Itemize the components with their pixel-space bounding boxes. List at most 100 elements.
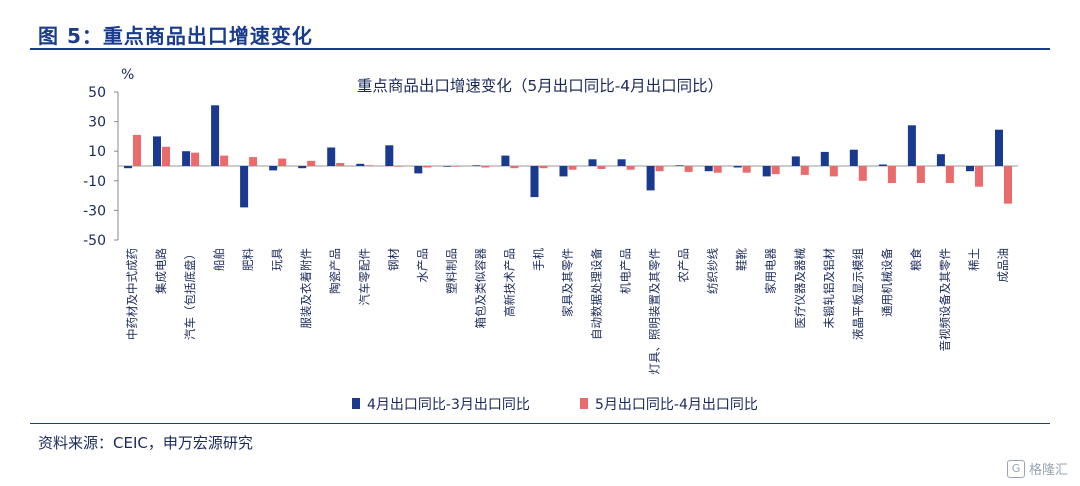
bar-apr-vs-mar-14 — [530, 166, 539, 198]
x-tick-label: 成品油 — [996, 248, 1010, 283]
bar-may-vs-apr-8 — [365, 165, 374, 166]
bar-may-vs-apr-25 — [858, 166, 867, 181]
bar-may-vs-apr-5 — [278, 158, 287, 166]
x-tick-label: 塑料制品 — [444, 248, 458, 294]
watermark-text: 格隆汇 — [1028, 463, 1068, 478]
x-tick-label: 液晶平板显示模组 — [851, 248, 865, 340]
x-tick-label: 家用电器 — [764, 248, 778, 294]
bar-may-vs-apr-1 — [162, 146, 170, 166]
x-tick-label: 肥料 — [241, 248, 255, 271]
bar-may-vs-apr-26 — [887, 166, 896, 183]
bar-may-vs-apr-14 — [539, 166, 548, 169]
watermark: G 格隆汇 — [1006, 459, 1068, 478]
bar-apr-vs-mar-20 — [704, 166, 713, 172]
x-tick-label: 水产品 — [415, 248, 429, 283]
bar-may-vs-apr-29 — [975, 166, 983, 187]
bar-may-vs-apr-15 — [568, 166, 577, 170]
bar-may-vs-apr-2 — [191, 152, 200, 166]
bar-apr-vs-mar-13 — [501, 155, 510, 166]
bar-apr-vs-mar-8 — [356, 163, 365, 166]
x-tick-label: 音视频设备及其零件 — [938, 248, 952, 352]
bar-may-vs-apr-19 — [684, 166, 693, 172]
y-tick-label: 10 — [88, 144, 106, 160]
y-tick-label: -50 — [83, 233, 106, 249]
bar-may-vs-apr-28 — [945, 166, 954, 183]
bar-apr-vs-mar-9 — [385, 145, 394, 166]
legend-label-0: 4月出口同比-3月出口同比 — [367, 397, 530, 413]
bar-may-vs-apr-22 — [771, 166, 780, 175]
y-tick-label: 30 — [88, 115, 106, 131]
bar-may-vs-apr-21 — [742, 166, 751, 173]
bar-apr-vs-mar-4 — [240, 166, 249, 208]
legend-swatch-1 — [580, 398, 588, 409]
figure-title: 图 5：重点商品出口增速变化 — [38, 24, 313, 48]
bar-apr-vs-mar-29 — [966, 166, 974, 172]
bar-apr-vs-mar-1 — [153, 136, 161, 166]
y-tick-label: -10 — [83, 174, 106, 190]
legend: 4月出口同比-3月出口同比 5月出口同比-4月出口同比 — [352, 397, 758, 413]
bar-apr-vs-mar-27 — [907, 125, 916, 166]
x-tick-label: 通用机械设备 — [880, 248, 894, 317]
bar-may-vs-apr-10 — [423, 166, 432, 168]
bar-apr-vs-mar-30 — [995, 129, 1003, 166]
bar-apr-vs-mar-2 — [182, 151, 191, 166]
bar-apr-vs-mar-17 — [617, 159, 626, 166]
bar-apr-vs-mar-19 — [675, 165, 684, 166]
bar-apr-vs-mar-0 — [124, 166, 132, 169]
bars — [124, 105, 1012, 208]
x-tick-label: 鞋靴 — [735, 248, 749, 271]
x-tick-label: 服装及衣着附件 — [299, 248, 313, 329]
bar-apr-vs-mar-11 — [443, 166, 452, 167]
x-tick-labels: 中药材及中式成药 集成电路 汽车（包括底盘） 船舶 肥料 玩具 服装及衣着附件 陶瓷产品 汽车零… — [125, 248, 1010, 375]
bar-apr-vs-mar-3 — [211, 105, 220, 166]
x-tick-label: 船舶 — [212, 248, 226, 271]
bar-apr-vs-mar-22 — [762, 166, 771, 177]
bar-apr-vs-mar-5 — [269, 166, 278, 171]
legend-label-1: 5月出口同比-4月出口同比 — [595, 397, 758, 413]
x-tick-label: 农产品 — [677, 248, 691, 283]
x-tick-label: 陶瓷产品 — [328, 248, 342, 294]
x-tick-label: 机电产品 — [619, 248, 633, 294]
source-note: 资料来源：CEIC，申万宏源研究 — [38, 434, 253, 452]
x-tick-label: 未锻轧铝及铝材 — [822, 248, 836, 329]
watermark-logo-icon: G — [1006, 459, 1025, 478]
bar-apr-vs-mar-28 — [936, 154, 945, 166]
bar-apr-vs-mar-16 — [588, 159, 597, 166]
bar-may-vs-apr-9 — [394, 166, 403, 167]
y-tick-label: 50 — [88, 85, 106, 101]
x-tick-label: 稀土 — [967, 248, 981, 271]
x-tick-label: 自动数据处理设备 — [590, 248, 604, 340]
bar-apr-vs-mar-26 — [878, 164, 887, 166]
bar-may-vs-apr-23 — [800, 166, 809, 175]
bar-apr-vs-mar-12 — [472, 165, 481, 166]
title-rule — [30, 48, 1050, 50]
bar-may-vs-apr-20 — [713, 166, 722, 173]
bar-apr-vs-mar-25 — [849, 149, 858, 166]
y-axis-label: % — [121, 67, 134, 83]
x-tick-label: 汽车（包括底盘） — [183, 248, 197, 340]
x-tick-label: 玩具 — [270, 248, 284, 271]
x-tick-label: 集成电路 — [154, 248, 168, 294]
x-tick-label: 箱包及类似容器 — [473, 248, 487, 329]
x-tick-label: 灯具、照明装置及其零件 — [648, 248, 662, 375]
x-tick-label: 粮食 — [909, 248, 923, 271]
bar-apr-vs-mar-7 — [327, 147, 336, 166]
bar-may-vs-apr-17 — [626, 166, 635, 170]
bar-may-vs-apr-12 — [481, 166, 490, 168]
bar-apr-vs-mar-15 — [559, 166, 568, 177]
bar-may-vs-apr-30 — [1004, 166, 1012, 204]
bar-may-vs-apr-16 — [597, 166, 606, 169]
x-tick-label: 钢材 — [386, 248, 400, 271]
x-tick-label: 手机 — [532, 248, 546, 271]
chart-title: 重点商品出口增速变化（5月出口同比-4月出口同比） — [357, 77, 723, 95]
bar-may-vs-apr-7 — [336, 163, 345, 166]
bar-may-vs-apr-13 — [510, 166, 519, 169]
source-rule — [30, 423, 1050, 424]
bar-may-vs-apr-18 — [655, 166, 664, 172]
bar-apr-vs-mar-6 — [298, 166, 307, 169]
bar-apr-vs-mar-18 — [646, 166, 655, 191]
bar-may-vs-apr-3 — [220, 155, 229, 166]
x-tick-label: 纺织纱线 — [706, 248, 720, 294]
bar-apr-vs-mar-23 — [791, 156, 800, 166]
bar-apr-vs-mar-10 — [414, 166, 423, 174]
